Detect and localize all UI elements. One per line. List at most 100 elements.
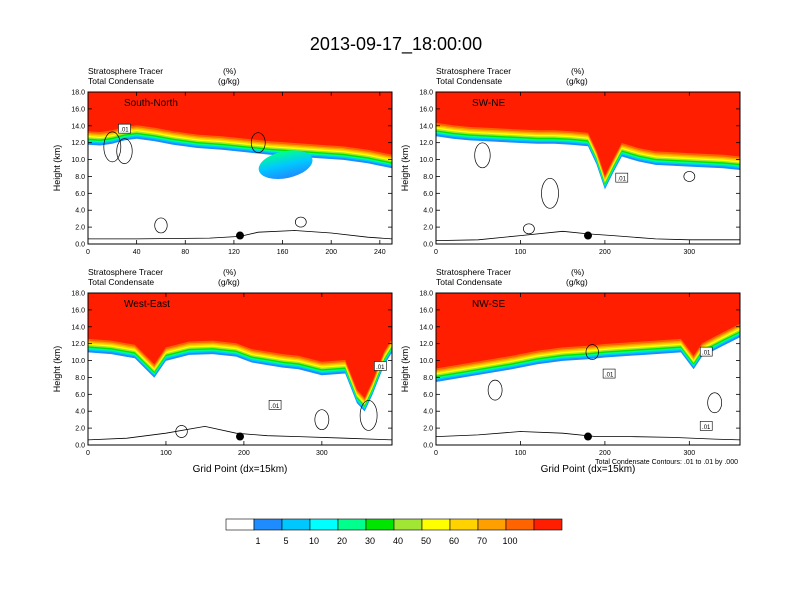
y-axis-label: Height (km): [52, 346, 62, 393]
y-tick-label: 10.0: [71, 157, 85, 164]
y-tick-label: 18.0: [419, 90, 433, 97]
contour-label-box: [374, 361, 387, 371]
colorbar: 1 5 10 20 30 40 50 60 70 100: [225, 518, 563, 546]
condensate-contour: [541, 177, 559, 209]
y-tick-label: 2.0: [75, 225, 85, 232]
y-tick-label: 4.0: [75, 409, 85, 416]
plot-frame: [87, 91, 393, 245]
plot-area: .01 .01 .01: [436, 293, 740, 445]
colorbar-level-label: 5: [283, 536, 288, 546]
plot-frame: [435, 91, 741, 245]
y-tick-label: 16.0: [71, 307, 85, 314]
location-marker: [584, 432, 592, 441]
y-tick-label: 6.0: [423, 191, 433, 198]
tracer-core: [88, 293, 392, 395]
y-tick-label: 2.0: [423, 426, 433, 433]
contour-info-note: Total Condensate Contours: .01 to .01 by…: [595, 459, 738, 466]
y-tick-label: 6.0: [75, 191, 85, 198]
y-tick-label: 0.0: [423, 443, 433, 450]
x-tick-label: 80: [181, 249, 189, 256]
panel-name: SW-NE: [472, 98, 505, 109]
colorbar-level-label: 20: [337, 536, 347, 546]
y-tick-label: 16.0: [419, 307, 433, 314]
plot-frame: [435, 292, 741, 446]
condensate-contour: [294, 216, 307, 228]
colorbar-cell: [477, 518, 507, 531]
label-condensate: Total Condensate: [436, 76, 502, 86]
colorbar-cell: [449, 518, 479, 531]
colorbar-level-label: 60: [449, 536, 459, 546]
y-tick-label: 10.0: [419, 157, 433, 164]
y-tick-label: 8.0: [423, 174, 433, 181]
contour-label: .01: [702, 425, 711, 431]
colorbar-level-label: 40: [393, 536, 403, 546]
y-tick-label: 0.0: [423, 242, 433, 249]
x-tick-label: 120: [228, 249, 240, 256]
y-tick-label: 14.0: [71, 324, 85, 331]
x-tick-label: 0: [86, 249, 90, 256]
x-tick-label: 0: [434, 450, 438, 457]
y-tick-label: 16.0: [419, 106, 433, 113]
tracer-intrusion: [258, 150, 313, 180]
x-tick-label: 300: [683, 450, 695, 457]
x-tick-label: 40: [133, 249, 141, 256]
colorbar-level-label: 1: [255, 536, 260, 546]
condensate-contour: [487, 379, 503, 401]
x-axis-label: Grid Point (dx=15km): [193, 464, 288, 475]
y-tick-label: 8.0: [423, 375, 433, 382]
y-tick-label: 4.0: [75, 208, 85, 215]
panel-west-east: .01 .01 West-East Stratosphere TracerTotal …: [52, 267, 393, 475]
x-tick-label: 300: [683, 249, 695, 256]
condensate-contour: [359, 400, 378, 431]
plot-area: .01: [436, 92, 740, 244]
label-tracer: Stratosphere Tracer: [88, 66, 163, 76]
y-tick-label: 12.0: [71, 140, 85, 147]
location-marker: [236, 432, 244, 441]
tracer-core: [436, 293, 740, 365]
label-condensate-unit: (g/kg): [566, 277, 588, 287]
condensate-contour: [474, 142, 491, 169]
y-tick-label: 18.0: [71, 90, 85, 97]
y-axis-label: Height (km): [400, 145, 410, 192]
condensate-contour: [523, 223, 535, 235]
location-marker: [236, 231, 244, 240]
panel-name: South-North: [124, 98, 178, 109]
colorbar-level-label: 50: [421, 536, 431, 546]
label-condensate-unit: (g/kg): [566, 76, 588, 86]
location-marker: [584, 231, 592, 240]
y-tick-label: 0.0: [75, 443, 85, 450]
y-tick-label: 12.0: [71, 341, 85, 348]
condensate-contour-base: [88, 230, 392, 240]
tracer-core: [436, 92, 740, 173]
x-axis-label: Grid Point (dx=15km): [541, 464, 636, 475]
contour-label: .01: [702, 351, 711, 357]
condensate-contour: [154, 217, 168, 234]
colorbar-cell: [365, 518, 395, 531]
contour-label: .01: [271, 404, 280, 410]
y-tick-label: 4.0: [423, 208, 433, 215]
x-tick-label: 200: [599, 450, 611, 457]
y-tick-label: 6.0: [75, 392, 85, 399]
condensate-contour: [250, 132, 266, 154]
colorbar-level-label: 30: [365, 536, 375, 546]
y-tick-label: 2.0: [75, 426, 85, 433]
x-tick-label: 160: [277, 249, 289, 256]
plot-frame: [87, 292, 393, 446]
contour-label: .01: [376, 365, 385, 371]
label-tracer: Stratosphere Tracer: [436, 66, 511, 76]
contour-label: .01: [618, 177, 627, 183]
tracer-core: [88, 92, 392, 152]
condensate-contour-base: [436, 431, 740, 441]
y-tick-label: 12.0: [419, 341, 433, 348]
colorbar-cell: [421, 518, 451, 531]
x-tick-label: 300: [316, 450, 328, 457]
colorbar-cell: [533, 518, 563, 531]
condensate-contour-base: [88, 425, 392, 441]
x-tick-label: 200: [238, 450, 250, 457]
colorbar-level-label: 10: [309, 536, 319, 546]
label-tracer-unit: (%): [571, 267, 584, 277]
contour-label-box: [268, 400, 282, 410]
y-axis-label: Height (km): [400, 346, 410, 393]
